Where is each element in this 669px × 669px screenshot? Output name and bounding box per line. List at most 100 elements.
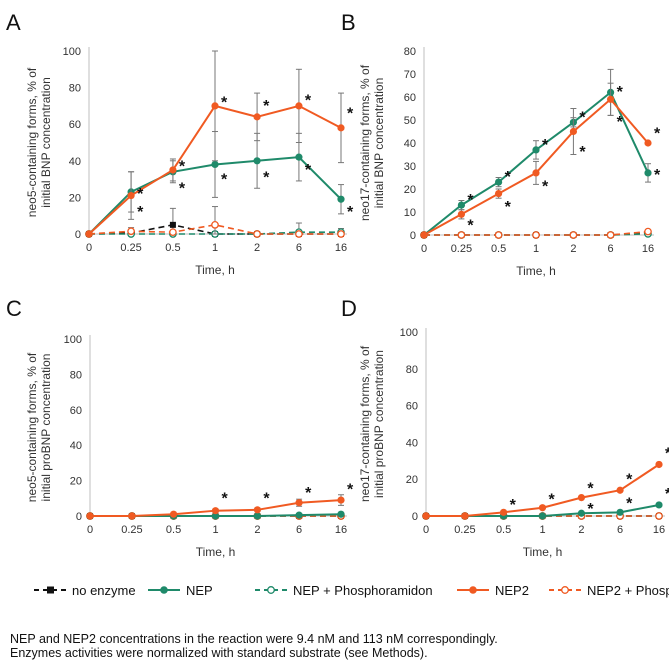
y-tick-label-c-20: 20 [70,476,82,488]
significance-star-b-2: * [505,169,512,186]
x-tick-label-d-0: 0 [423,524,429,536]
x-axis-title-c: Time, h [196,545,236,559]
x-tick-label-a-2: 2 [254,242,260,254]
significance-star-a-5: * [221,171,228,188]
legend-label-nep2-phosphoramidon: NEP2 + Phosphoramidon [587,583,669,598]
significance-star-a-9: * [305,162,312,179]
footnote: NEP and NEP2 concentrations in the react… [10,632,660,660]
significance-star-a-10: * [347,105,354,122]
y-tick-label-a-100: 100 [63,46,81,58]
point-a-nep-4 [253,157,261,165]
series-b-nep2-phosphoramidon [420,227,652,239]
significance-star-b-4: * [542,137,549,154]
point-b-nep2-0 [420,231,428,239]
point-a-nep2-2 [169,166,177,174]
x-tick-label-b-0-25: 0.25 [451,243,472,255]
significance-star-d-3: * [587,501,594,518]
y-tick-label-c-80: 80 [70,369,82,381]
panel-label-b: B [341,10,356,35]
x-tick-label-a-0-25: 0.25 [120,242,141,254]
point-b-nep2-3 [532,169,540,177]
point-d-nep2-6 [655,460,663,469]
panel-label-d: D [341,296,357,321]
y-tick-label-d-60: 60 [406,401,418,413]
panel-label-c: C [6,296,22,321]
x-tick-label-b-16: 16 [642,243,654,255]
x-tick-label-c-2: 2 [254,524,260,536]
legend-item-nep2: NEP2 [457,583,529,598]
y-tick-label-c-60: 60 [70,405,82,417]
legend-marker-no-enzyme [47,586,54,594]
y-tick-label-a-60: 60 [69,119,81,131]
x-tick-label-a-16: 16 [335,242,347,254]
x-tick-label-d-16: 16 [653,524,665,536]
significance-star-a-3: * [179,180,186,197]
x-tick-label-b-2: 2 [570,243,576,255]
legend-marker-nep2 [469,586,477,594]
significance-star-c-3: * [347,482,354,499]
significance-star-b-10: * [654,126,661,143]
y-tick-label-b-40: 40 [404,138,416,150]
y-tick-label-b-80: 80 [404,46,416,58]
y-tick-label-c-40: 40 [70,440,82,452]
x-tick-label-a-0-5: 0.5 [165,242,180,254]
y-tick-label-a-40: 40 [69,156,81,168]
x-tick-label-b-0-5: 0.5 [491,243,506,255]
significance-star-c-1: * [263,491,270,508]
legend-marker-nep-phosphoramidon [267,586,275,594]
significance-star-b-9: * [617,114,624,131]
x-tick-label-d-6: 6 [617,524,623,536]
legend-marker-nep2-phosphoramidon [561,586,569,594]
y-tick-label-b-20: 20 [404,184,416,196]
x-tick-label-c-16: 16 [335,524,347,536]
y-axis-title-line2-a: initial BNP concentration [39,77,53,208]
footnote-line-1: NEP and NEP2 concentrations in the react… [10,632,498,646]
point-d-nep2-3 [538,504,547,512]
legend-label-nep: NEP [186,583,213,598]
x-tick-label-c-1: 1 [212,524,218,536]
series-b-nep2 [420,82,652,239]
series-d-nep2 [422,460,663,520]
y-axis-title-line1-a: neo5-containing forms, % of [25,67,39,217]
legend-label-no-enzyme: no enzyme [72,583,136,598]
point-b-nep-6 [644,169,652,177]
legend-marker-nep [160,586,168,594]
point-d-nep2-2 [499,508,508,516]
point-a-no-enzyme-2 [169,221,176,228]
significance-star-d-0: * [510,497,517,514]
x-axis-title-a: Time, h [195,263,235,277]
point-a-nep-3 [211,160,219,169]
x-tick-label-d-2: 2 [578,524,584,536]
point-c-nep2-0 [86,512,94,520]
legend-item-nep-phosphoramidon: NEP + Phosphoramidon [255,583,433,598]
panel-a: A 0 20 40 60 80 100 0 0.25 0.5 1 2 6 16 Time, h neo5-co… [6,10,354,277]
point-b-nep2-phosphoramidon-2 [494,231,503,239]
significance-star-b-8: * [617,84,624,101]
point-b-nep-1 [457,201,466,209]
point-a-nep2-phosphoramidon-3 [211,221,219,229]
point-d-nep2-4 [577,494,586,502]
y-axis-title-line2-c: initial proBNP concentration [39,354,53,502]
legend-label-nep-phosphoramidon: NEP + Phosphoramidon [293,583,433,598]
y-tick-label-b-10: 10 [404,207,416,219]
panel-b: B 0 10 20 30 40 50 60 70 80 0 0.25 0.5 1 2 6 16 Time, h ne… [341,10,661,278]
y-tick-label-c-0: 0 [76,511,82,523]
x-tick-label-b-0: 0 [421,243,427,255]
point-a-nep2-phosphoramidon-5 [295,230,303,238]
point-c-nep-3 [211,512,220,520]
point-a-nep2-phosphoramidon-2 [169,228,177,237]
point-a-nep2-4 [253,113,261,121]
significance-star-a-7: * [263,169,270,186]
legend-label-nep2: NEP2 [495,583,529,598]
point-a-nep-5 [295,153,303,161]
significance-star-c-2: * [305,485,312,502]
x-tick-label-d-1: 1 [539,524,545,536]
point-d-nep-4 [577,509,586,517]
legend-item-no-enzyme: no enzyme [34,583,136,598]
point-a-nep2-6 [337,124,345,132]
y-tick-label-d-0: 0 [412,511,418,523]
significance-star-b-0: * [467,192,474,209]
significance-star-d-4: * [626,471,633,488]
point-b-nep2-phosphoramidon-4 [569,231,578,239]
